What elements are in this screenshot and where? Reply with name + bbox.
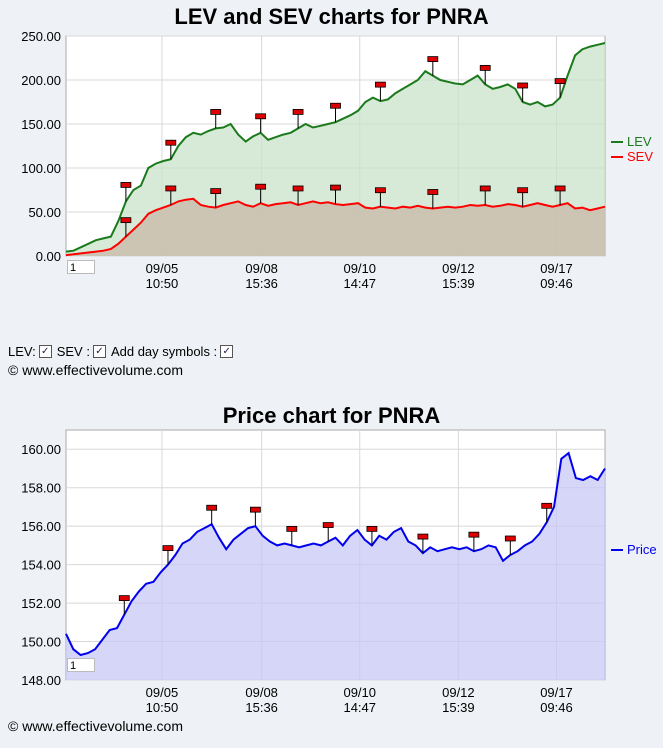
- day-symbol-flag: [468, 531, 480, 538]
- day-symbol-flag: [255, 183, 267, 190]
- day-symbol-flag: [375, 81, 386, 88]
- day-symbol-flag: [479, 185, 491, 192]
- chart2-range-box[interactable]: 1: [67, 658, 95, 672]
- day-symbol-flag: [366, 525, 378, 532]
- y-tick-label: 156.00: [21, 519, 61, 534]
- x-tick-time: 15:36: [245, 276, 278, 291]
- x-tick-date: 09/17: [540, 261, 573, 276]
- legend-label-lev: LEV: [627, 134, 652, 149]
- copyright-top: © www.effectivevolume.com: [8, 362, 184, 378]
- day-symbols-checkbox[interactable]: ✓: [220, 345, 234, 358]
- y-tick-label: 250.00: [21, 29, 61, 44]
- sev-area: [66, 198, 605, 256]
- x-tick-time: 14:47: [343, 700, 376, 715]
- day-symbol-flag: [554, 78, 566, 84]
- y-tick-label: 154.00: [21, 558, 61, 573]
- x-tick-date: 09/10: [343, 261, 376, 276]
- day-symbol-flag: [330, 102, 341, 109]
- y-tick-label: 50.00: [28, 205, 61, 220]
- chart2-title: Price chart for PNRA: [222, 403, 441, 428]
- sev-checkbox[interactable]: ✓: [92, 345, 106, 358]
- y-tick-label: 200.00: [21, 73, 61, 88]
- day-symbols-label: Add day symbols :: [110, 344, 218, 359]
- x-tick-time: 14:47: [343, 276, 376, 291]
- day-symbol-flag: [479, 65, 491, 71]
- y-tick-label: 148.00: [21, 673, 61, 688]
- day-symbol-flag: [165, 139, 177, 146]
- y-tick-label: 0.00: [36, 249, 61, 264]
- day-symbol-flag: [292, 109, 304, 115]
- legend-label-price: Price: [627, 542, 657, 557]
- chart1-range-box[interactable]: 1: [67, 260, 95, 274]
- x-tick-time: 15:39: [442, 276, 475, 291]
- x-tick-date: 09/08: [245, 261, 278, 276]
- day-symbol-flag: [206, 504, 218, 511]
- day-symbol-flag: [554, 185, 566, 192]
- day-symbol-flag: [286, 525, 298, 532]
- sev-toggle-label: SEV :: [56, 344, 90, 359]
- lev-toggle-label: LEV:: [8, 344, 36, 359]
- x-tick-time: 10:50: [146, 276, 179, 291]
- y-tick-label: 100.00: [21, 161, 61, 176]
- day-symbol-flag: [118, 595, 130, 602]
- y-tick-label: 150.00: [21, 117, 61, 132]
- legend-label-sev: SEV: [627, 149, 653, 164]
- y-tick-label: 150.00: [21, 635, 61, 650]
- chart1-title: LEV and SEV charts for PNRA: [174, 4, 489, 29]
- day-symbol-flag: [427, 56, 439, 62]
- x-tick-time: 09:46: [540, 276, 573, 291]
- y-tick-label: 160.00: [21, 442, 61, 457]
- x-tick-time: 10:50: [146, 700, 179, 715]
- x-tick-date: 09/08: [245, 685, 278, 700]
- day-symbol-flag: [375, 187, 386, 194]
- x-tick-date: 09/12: [442, 685, 475, 700]
- day-symbol-flag: [249, 506, 261, 513]
- day-symbol-flag: [162, 545, 174, 552]
- day-symbol-flag: [417, 533, 429, 540]
- day-symbol-flag: [427, 189, 439, 195]
- day-symbol-flag: [120, 217, 132, 224]
- day-symbol-flag: [330, 184, 341, 191]
- price-series-line: [65, 451, 606, 657]
- day-symbol-flag: [517, 82, 529, 89]
- x-tick-date: 09/05: [146, 261, 179, 276]
- day-symbol-flag: [541, 502, 553, 509]
- x-tick-time: 15:36: [245, 700, 278, 715]
- day-symbol-flag: [210, 188, 222, 195]
- lev-area: [66, 43, 605, 256]
- x-tick-date: 09/05: [146, 685, 179, 700]
- day-symbol-flag: [255, 113, 267, 120]
- day-symbol-flag: [504, 535, 516, 542]
- series-controls: LEV: ✓ SEV : ✓ Add day symbols : ✓: [8, 344, 235, 359]
- x-tick-date: 09/12: [442, 261, 475, 276]
- day-symbol-flag: [120, 182, 132, 188]
- day-symbol-flag: [517, 187, 529, 194]
- x-tick-time: 15:39: [442, 700, 475, 715]
- day-symbol-flag: [165, 185, 177, 192]
- price-chart: 148.00 150.00 152.00 154.00 156.00 158.00 160.…: [21, 429, 657, 715]
- y-tick-label: 158.00: [21, 481, 61, 496]
- lev-checkbox[interactable]: ✓: [38, 345, 52, 358]
- price-area: [66, 453, 605, 680]
- day-symbol-flag: [322, 522, 334, 528]
- lev-sev-chart: 0.0050.00100.00150.00200.00250.0009/0510…: [21, 29, 653, 291]
- x-tick-time: 09:46: [540, 700, 573, 715]
- x-tick-date: 09/17: [540, 685, 573, 700]
- day-symbol-flag: [210, 109, 222, 115]
- copyright-bottom: © www.effectivevolume.com: [8, 718, 184, 734]
- y-tick-label: 152.00: [21, 596, 61, 611]
- day-symbol-flag: [292, 185, 304, 192]
- x-tick-date: 09/10: [343, 685, 376, 700]
- sev-series-line: [65, 197, 606, 257]
